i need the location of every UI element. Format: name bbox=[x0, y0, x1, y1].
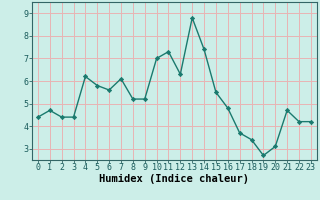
X-axis label: Humidex (Indice chaleur): Humidex (Indice chaleur) bbox=[100, 174, 249, 184]
